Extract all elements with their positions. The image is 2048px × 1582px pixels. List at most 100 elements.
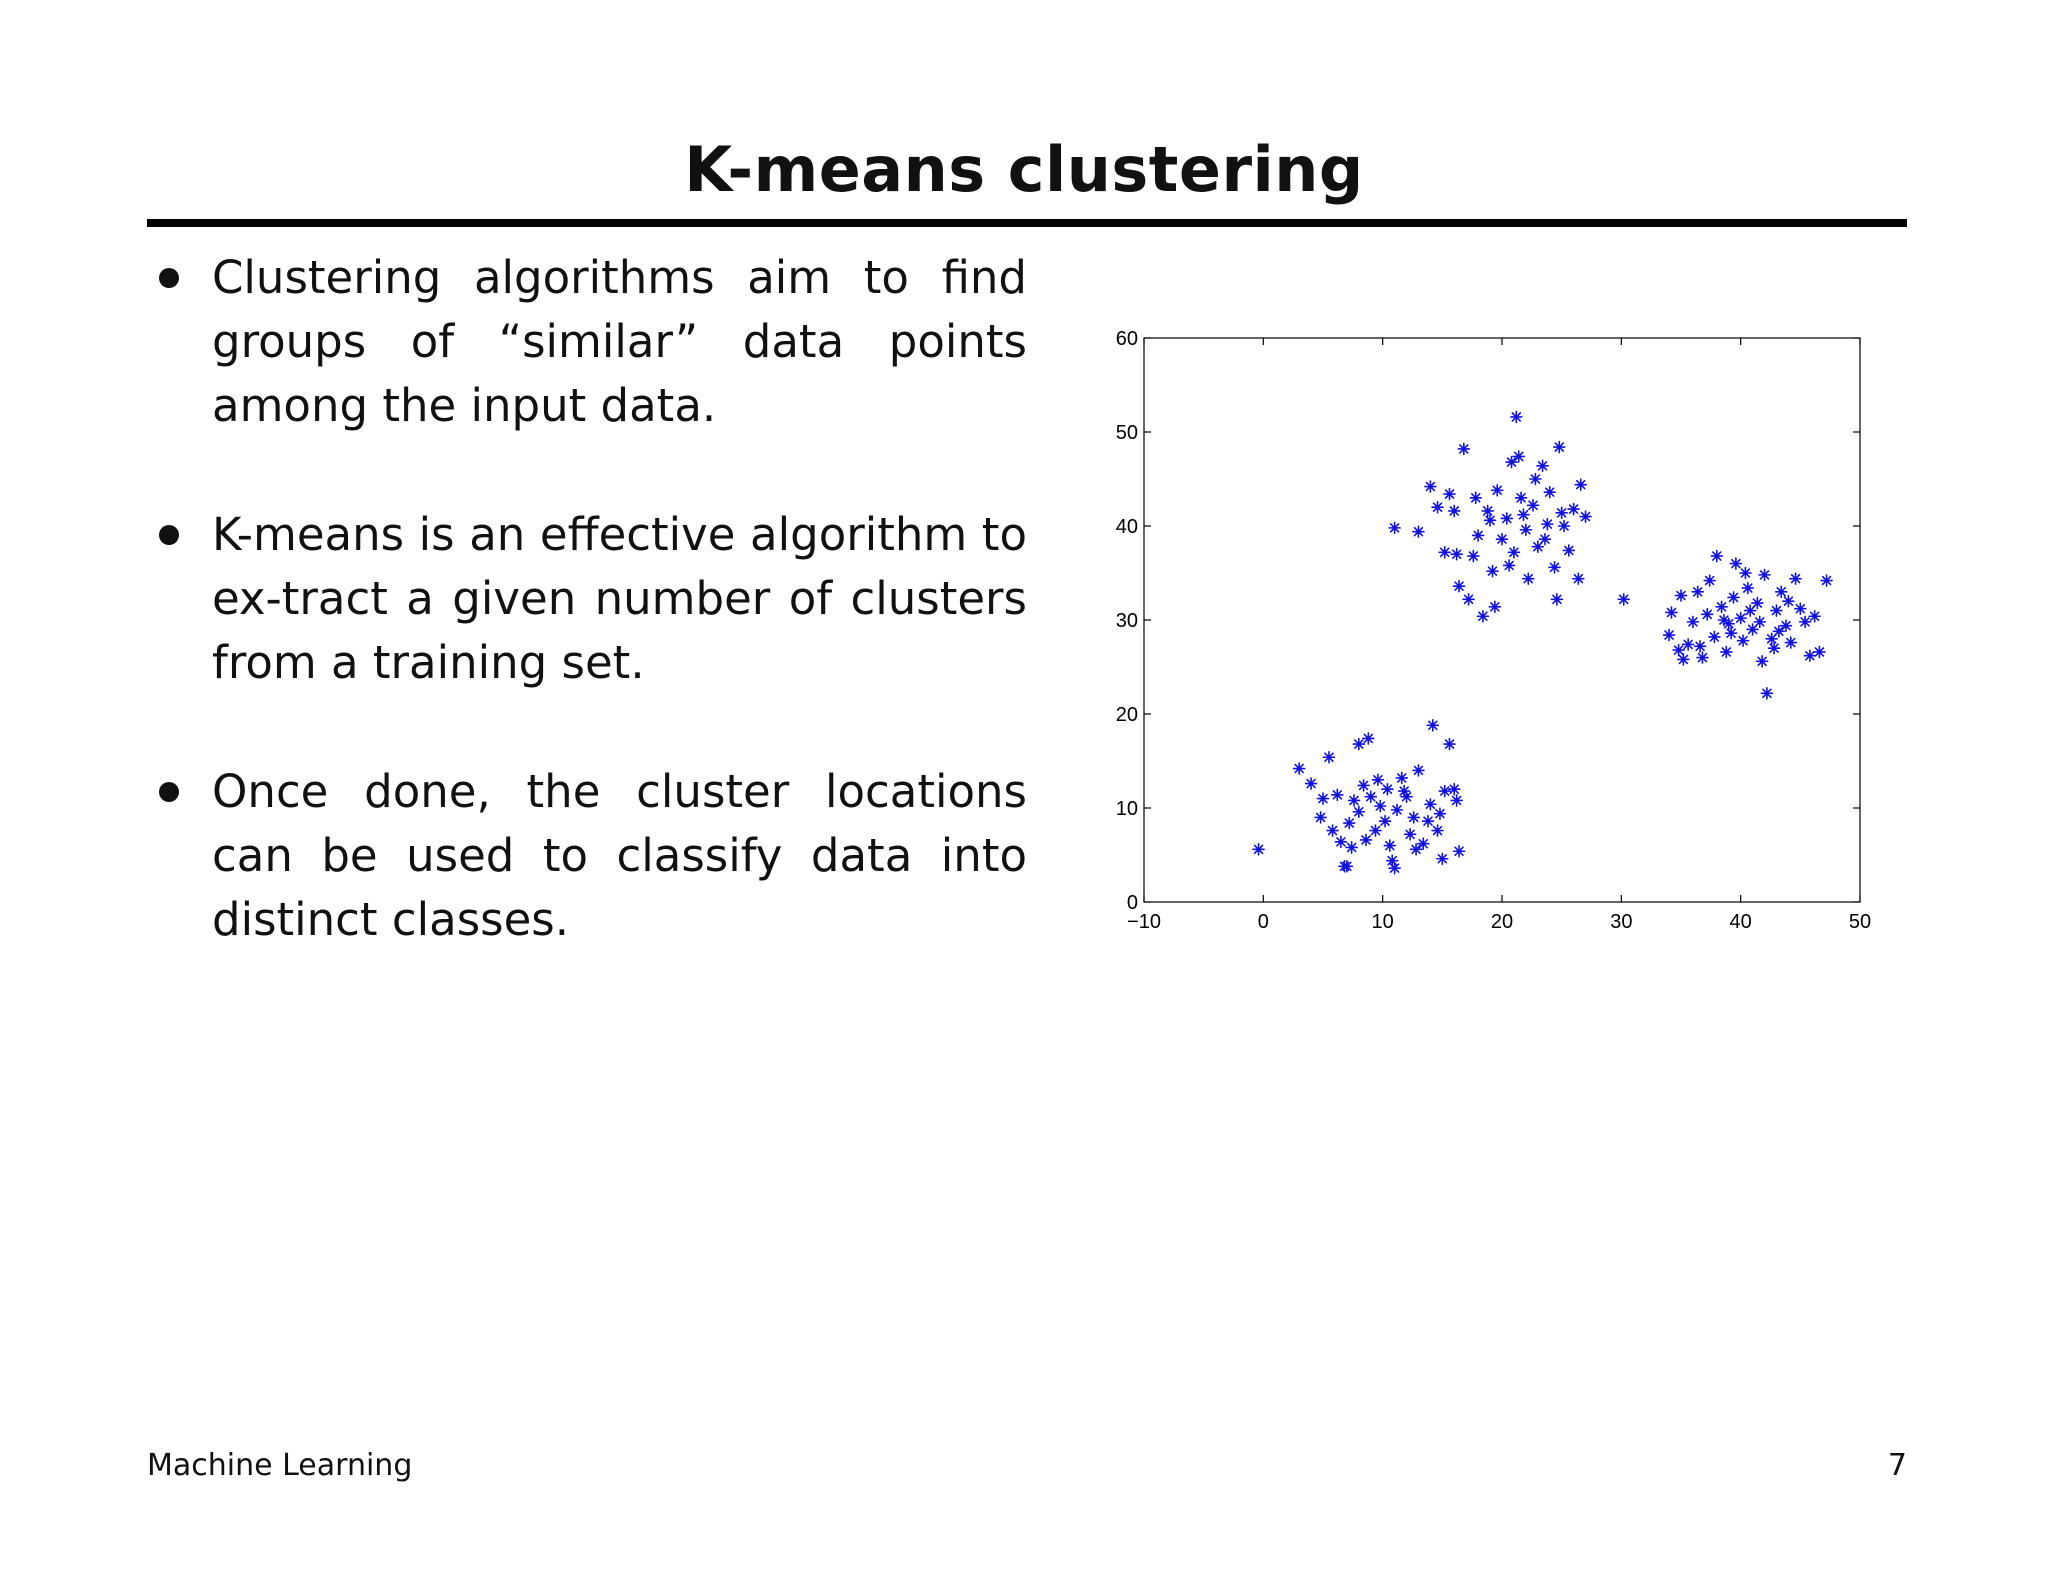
data-point: [1779, 619, 1793, 632]
data-point: [1743, 604, 1757, 617]
data-point: [1579, 510, 1592, 523]
data-point: [1617, 593, 1631, 606]
data-point: [1693, 640, 1707, 653]
data-point: [1338, 859, 1351, 873]
cluster-3: [1617, 549, 1833, 700]
data-point: [1334, 835, 1348, 849]
data-point: [1450, 547, 1463, 561]
data-point: [1359, 833, 1373, 847]
data-point: [1502, 559, 1516, 572]
data-point: [1803, 649, 1817, 663]
data-point: [1388, 521, 1401, 535]
bullet-dot-icon: [159, 782, 179, 802]
data-point: [1443, 487, 1456, 501]
bullet-text: Clustering algorithms aim to find groups…: [212, 251, 1027, 432]
y-tick-label: 50: [1116, 422, 1138, 444]
data-point: [1720, 645, 1733, 659]
data-point: [1727, 591, 1740, 604]
data-point: [1292, 762, 1306, 775]
data-point: [1407, 811, 1420, 824]
y-tick-label: 20: [1116, 704, 1138, 726]
data-point: [1557, 519, 1571, 533]
data-point: [1715, 600, 1728, 614]
data-point: [1514, 491, 1528, 505]
data-point: [1373, 799, 1387, 813]
data-point: [1438, 546, 1452, 559]
data-point: [1755, 655, 1769, 668]
data-point: [1443, 737, 1456, 751]
data-point: [1772, 624, 1786, 638]
data-point: [1521, 572, 1535, 585]
bullet-dot-icon: [159, 525, 179, 545]
data-point: [1362, 732, 1375, 745]
bullet-dot-icon: [159, 268, 179, 288]
data-point: [1383, 839, 1397, 852]
data-point: [1751, 596, 1764, 610]
data-point: [1462, 593, 1475, 606]
data-point: [1574, 478, 1588, 491]
data-point: [1481, 504, 1494, 518]
data-point: [1739, 566, 1752, 580]
data-point: [1447, 782, 1461, 796]
data-point: [1490, 483, 1504, 497]
data-point: [1770, 604, 1783, 617]
data-point: [1767, 641, 1781, 655]
data-point: [1507, 546, 1521, 559]
data-point: [1765, 632, 1778, 646]
data-point: [1789, 572, 1802, 585]
data-point: [1710, 549, 1724, 563]
data-point: [1345, 841, 1358, 854]
data-point: [1452, 579, 1466, 593]
data-point: [1662, 628, 1676, 642]
cluster-2: [1388, 410, 1592, 623]
data-point: [1371, 773, 1385, 787]
x-tick-label: 30: [1610, 911, 1632, 933]
data-point: [1403, 828, 1417, 841]
data-point: [1505, 455, 1518, 469]
data-point: [1252, 843, 1265, 856]
data-point: [1538, 532, 1552, 546]
data-point: [1314, 811, 1327, 824]
data-point: [1433, 807, 1447, 820]
data-point: [1517, 508, 1530, 522]
data-point: [1529, 472, 1542, 486]
bullet-list: Clustering algorithms aim to find groups…: [147, 246, 1027, 1017]
data-point: [1450, 794, 1463, 807]
data-point: [1782, 594, 1795, 608]
footer-course-name: Machine Learning: [147, 1448, 413, 1483]
data-point: [1476, 609, 1490, 623]
data-point: [1724, 626, 1738, 640]
bullet-text: Once done, the cluster locations can be …: [212, 765, 1027, 946]
data-point: [1760, 687, 1774, 700]
plot-frame: [1143, 337, 1861, 903]
data-point: [1488, 600, 1502, 614]
data-point: [1412, 764, 1425, 777]
data-point: [1774, 585, 1788, 599]
data-point: [1562, 544, 1576, 557]
data-point: [1758, 568, 1771, 582]
data-point: [1483, 514, 1497, 527]
data-point: [1722, 617, 1736, 631]
data-point: [1352, 805, 1366, 819]
data-point: [1471, 529, 1485, 542]
data-point: [1543, 485, 1557, 499]
y-tick-label: 60: [1116, 328, 1138, 350]
data-point: [1572, 572, 1585, 585]
data-point: [1381, 782, 1394, 796]
data-point: [1526, 499, 1540, 512]
y-tick-label: 40: [1116, 516, 1138, 538]
data-point: [1552, 440, 1566, 454]
data-point: [1729, 557, 1743, 570]
x-tick-label: 50: [1849, 911, 1871, 933]
data-point: [1820, 574, 1833, 587]
data-point: [1331, 788, 1344, 802]
data-point: [1686, 615, 1700, 629]
data-point: [1548, 561, 1561, 574]
x-tick-label: 10: [1372, 911, 1394, 933]
cluster-1: [1252, 718, 1466, 875]
data-point: [1342, 816, 1356, 830]
x-tick-label: 20: [1491, 911, 1513, 933]
data-point: [1753, 615, 1767, 629]
data-point: [1326, 824, 1339, 837]
data-point: [1536, 459, 1549, 473]
